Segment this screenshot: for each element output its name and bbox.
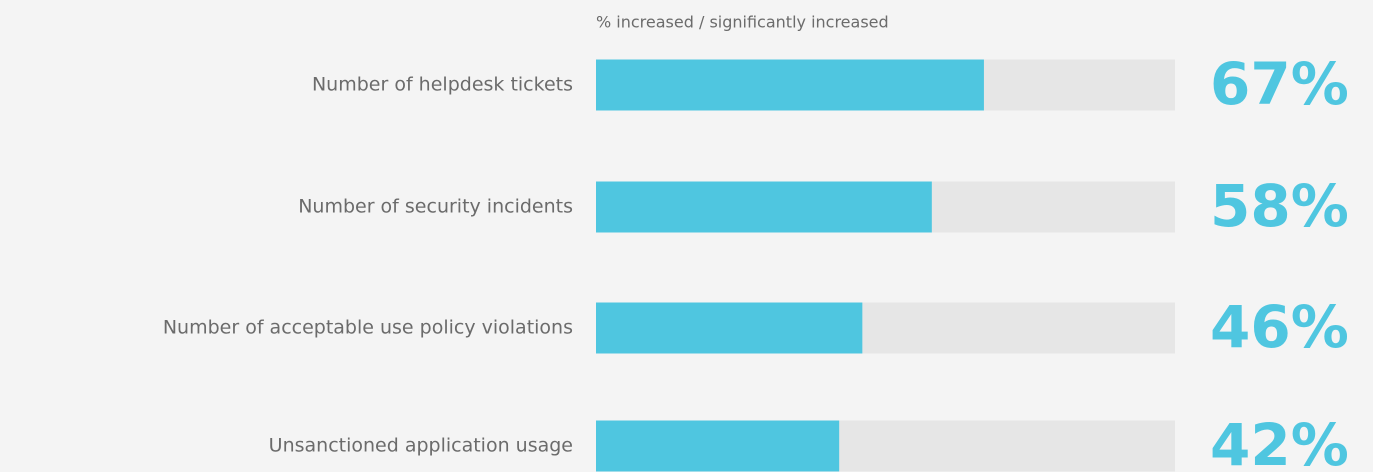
value-label: 58% [1210,172,1349,240]
bar [596,302,863,354]
value-label: 46% [1210,293,1349,361]
bar [596,181,932,233]
value-label: 67% [1210,50,1349,118]
bar [596,59,984,111]
category-label: Number of security incidents [298,196,573,218]
value-label: 42% [1210,411,1349,472]
category-label: Unsanctioned application usage [269,435,573,457]
category-label: Number of acceptable use policy violatio… [163,317,573,339]
chart-subtitle: % increased / significantly increased [596,13,889,32]
bar [596,420,840,472]
category-label: Number of helpdesk tickets [312,74,573,96]
